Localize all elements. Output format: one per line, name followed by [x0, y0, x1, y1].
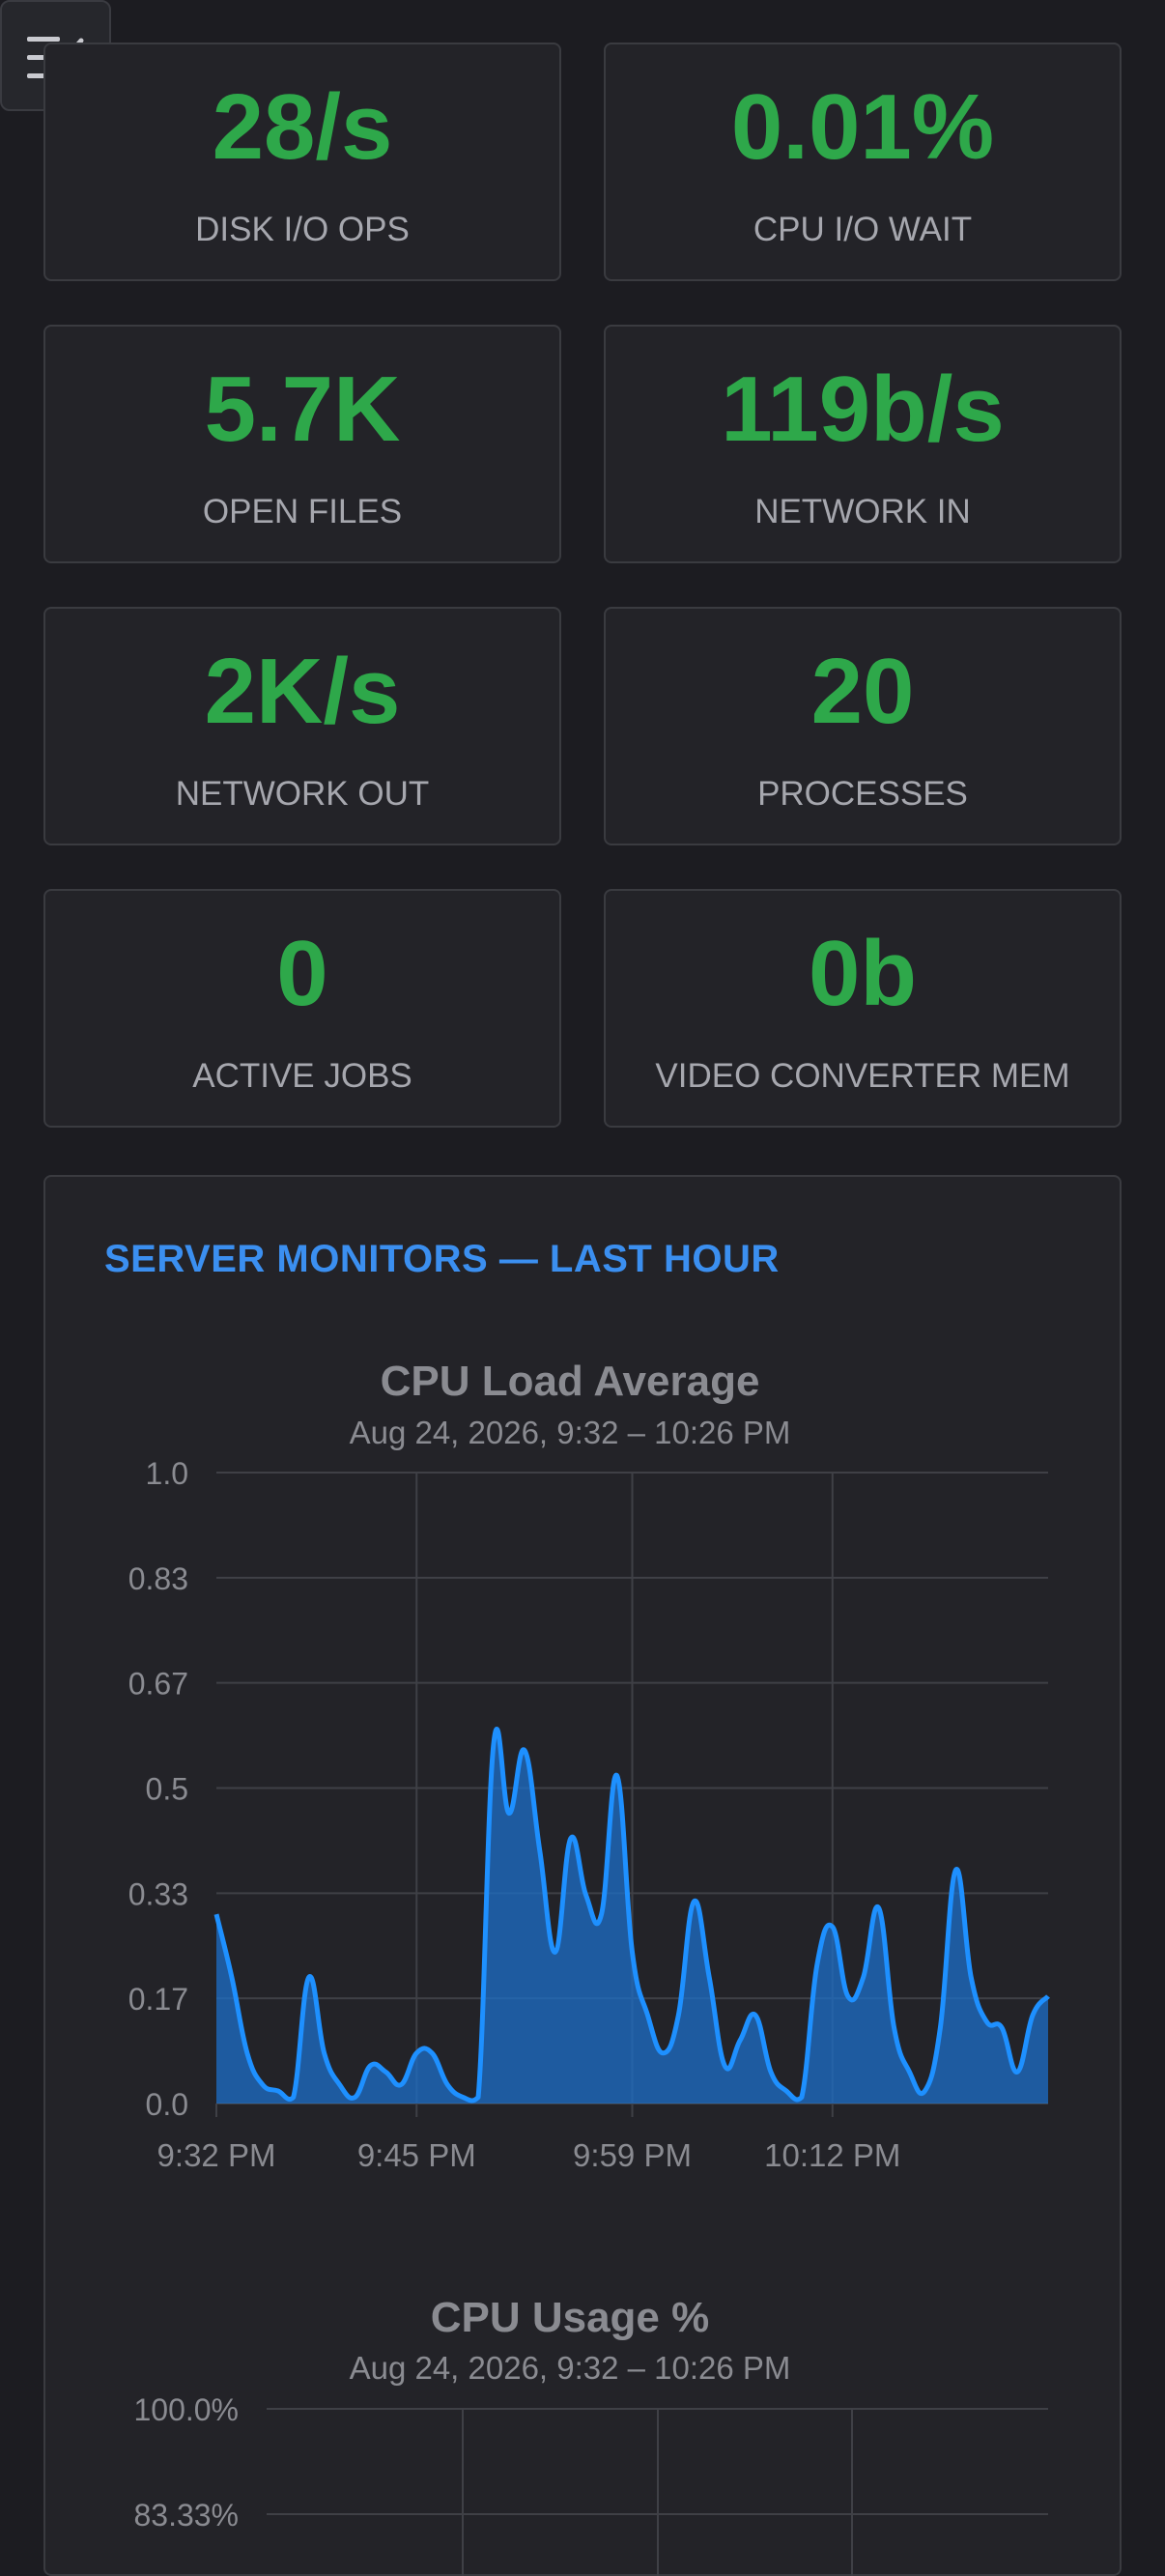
stat-card-active-jobs: 0 ACTIVE JOBS [43, 889, 561, 1128]
stat-label: NETWORK IN [754, 493, 971, 530]
cpu-load-line [213, 1727, 1050, 2104]
stat-card-open-files: 5.7K OPEN FILES [43, 325, 561, 563]
chart-subtitle: Aug 24, 2026, 9:32 – 10:26 PM [350, 2350, 791, 2386]
cpu-usage-chart: CPU Usage % Aug 24, 2026, 9:32 – 10:26 P… [133, 2294, 1048, 2576]
x-tick-label: 9:59 PM [573, 2137, 692, 2173]
stat-label: ACTIVE JOBS [192, 1057, 412, 1095]
chart-title: CPU Usage % [431, 2294, 710, 2341]
y-tick-label: 0.33 [128, 1876, 188, 1911]
stat-label: NETWORK OUT [175, 775, 430, 813]
y-tick-label: 0.17 [128, 1982, 188, 2017]
stat-label: VIDEO CONVERTER MEM [655, 1057, 1070, 1095]
stat-value: 28/s [212, 75, 393, 179]
x-tick-label: 10:12 PM [764, 2137, 900, 2173]
stat-value: 0.01% [730, 75, 995, 179]
y-tick-label: 0.67 [128, 1667, 188, 1702]
stat-label: DISK I/O OPS [195, 211, 410, 248]
chart-subtitle: Aug 24, 2026, 9:32 – 10:26 PM [350, 1415, 791, 1450]
y-tick-label: 100.0% [133, 2392, 239, 2427]
stat-card-network-out: 2K/s NETWORK OUT [43, 607, 561, 845]
stat-value: 0b [808, 922, 918, 1025]
y-tick-label: 83.33% [133, 2498, 239, 2533]
stat-label: CPU I/O WAIT [753, 211, 973, 248]
stat-value: 5.7K [204, 358, 401, 461]
cpu-load-area [216, 1729, 1048, 2104]
stat-card-disk-io-ops: 28/s DISK I/O OPS [43, 43, 561, 281]
y-tick-label: 0.83 [128, 1561, 188, 1596]
cpu-load-chart: CPU Load Average Aug 24, 2026, 9:32 – 10… [128, 1358, 1050, 2173]
stat-card-cpu-io-wait: 0.01% CPU I/O WAIT [604, 43, 1122, 281]
stat-value: 2K/s [204, 640, 401, 743]
stat-card-processes: 20 PROCESSES [604, 607, 1122, 845]
stat-card-video-converter-mem: 0b VIDEO CONVERTER MEM [604, 889, 1122, 1128]
stat-value: 119b/s [721, 358, 1005, 461]
x-tick-label: 9:32 PM [157, 2137, 276, 2173]
stat-value: 20 [810, 640, 915, 743]
stats-grid: 28/s DISK I/O OPS 0.01% CPU I/O WAIT 5.7… [43, 43, 1122, 1128]
stat-card-network-in: 119b/s NETWORK IN [604, 325, 1122, 563]
stat-label: OPEN FILES [202, 493, 403, 530]
y-tick-label: 0.0 [146, 2087, 188, 2122]
panel-title: SERVER MONITORS — LAST HOUR [104, 1238, 780, 1280]
chart-title: CPU Load Average [381, 1358, 760, 1405]
server-monitors-panel: SERVER MONITORS — LAST HOUR CPU Load Ave… [43, 1175, 1122, 2576]
stat-value: 0 [276, 922, 328, 1025]
stat-label: PROCESSES [757, 775, 968, 813]
y-tick-label: 0.5 [146, 1772, 188, 1807]
y-tick-label: 1.0 [146, 1456, 188, 1491]
x-tick-label: 9:45 PM [357, 2137, 476, 2173]
